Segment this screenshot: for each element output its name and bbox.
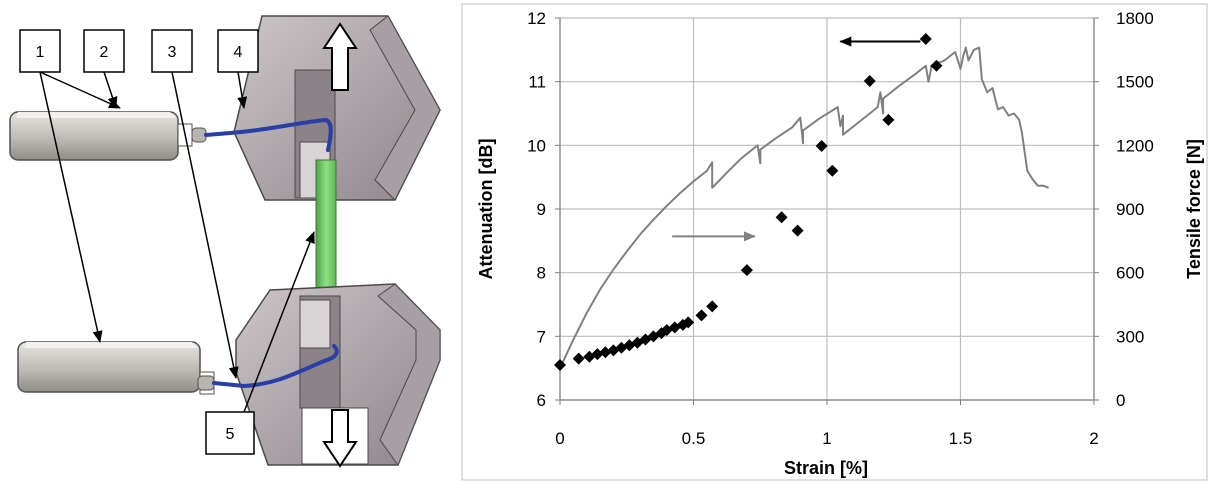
attenuation-point xyxy=(815,139,828,152)
attenuation-series xyxy=(554,33,943,371)
attenuation-point xyxy=(826,164,839,177)
attenuation-point xyxy=(599,346,612,359)
y-tick-label: 12 xyxy=(527,9,546,28)
attenuation-point xyxy=(695,309,708,322)
y-tick-label: 6 xyxy=(537,391,546,410)
x-axis-title: Strain [%] xyxy=(784,458,868,478)
svg-text:4: 4 xyxy=(234,44,243,61)
y-axis-title: Attenuation [dB] xyxy=(476,139,496,280)
y-tick-label: 11 xyxy=(528,73,546,92)
chart-annotations xyxy=(672,36,921,242)
tensile-force-line xyxy=(559,46,1049,369)
lower-clamp xyxy=(235,283,441,467)
callout-5: 5 xyxy=(205,411,255,455)
y2-tick-label: 600 xyxy=(1116,264,1144,283)
attenuation-force-chart: 0 0.5 1 1.5 2 6 7 8 9 10 11 12 0 300 600 900 1200 1500 180… xyxy=(461,3,1208,481)
callout-3: 3 xyxy=(151,29,193,73)
upper-instrument-box xyxy=(9,111,207,161)
attenuation-point xyxy=(863,75,876,88)
attenuation-point xyxy=(591,348,604,361)
y-tick-label: 7 xyxy=(537,327,546,346)
svg-text:2: 2 xyxy=(100,44,109,61)
y-tick-label: 8 xyxy=(537,264,546,283)
y2-tick-label: 900 xyxy=(1116,200,1144,219)
tensile-force-series xyxy=(559,46,1049,369)
chart-axes xyxy=(555,17,1099,405)
x-tick-label: 1.5 xyxy=(949,429,973,448)
svg-text:1: 1 xyxy=(36,44,45,61)
chart-tick-labels: 0 0.5 1 1.5 2 6 7 8 9 10 11 12 0 300 600 900 1200 1500 180… xyxy=(527,9,1154,448)
attenuation-point xyxy=(930,59,943,72)
callout-4: 4 xyxy=(217,29,259,73)
y2-tick-label: 300 xyxy=(1116,327,1144,346)
attenuation-point xyxy=(882,113,895,126)
y2-tick-label: 1200 xyxy=(1116,136,1154,155)
callout-2: 2 xyxy=(83,29,125,73)
y2-tick-label: 1500 xyxy=(1116,73,1154,92)
attenuation-point xyxy=(682,316,695,329)
x-tick-label: 2 xyxy=(1089,429,1098,448)
x-tick-label: 0.5 xyxy=(682,429,706,448)
upper-fiber-cable xyxy=(204,117,333,152)
x-tick-label: 1 xyxy=(822,429,831,448)
lower-fiber-cable xyxy=(212,344,339,389)
callout-1: 1 xyxy=(19,29,61,73)
attenuation-point xyxy=(554,358,566,371)
pull-down-arrow-icon xyxy=(322,409,358,468)
y2-tick-label: 0 xyxy=(1116,391,1125,410)
attenuation-point xyxy=(706,300,719,313)
y-tick-label: 10 xyxy=(527,136,546,155)
svg-text:5: 5 xyxy=(226,426,235,443)
callout-leader-lines xyxy=(39,71,315,413)
attenuation-point xyxy=(572,352,585,365)
attenuation-point xyxy=(919,33,932,46)
chart-frame xyxy=(461,3,1208,481)
chart-grid xyxy=(559,17,1095,401)
x-tick-label: 0 xyxy=(555,429,564,448)
pull-up-arrow-icon xyxy=(322,22,358,91)
attenuation-point xyxy=(740,264,753,277)
y-tick-label: 9 xyxy=(537,200,546,219)
y2-axis-title: Tensile force [N] xyxy=(1184,139,1204,279)
attenuation-point xyxy=(775,211,788,224)
test-setup-illustration: 1 2 3 4 5 xyxy=(9,15,441,468)
y2-tick-label: 1800 xyxy=(1116,9,1154,28)
svg-text:3: 3 xyxy=(168,44,177,61)
attenuation-point xyxy=(791,224,804,237)
lower-instrument-box xyxy=(17,341,215,395)
